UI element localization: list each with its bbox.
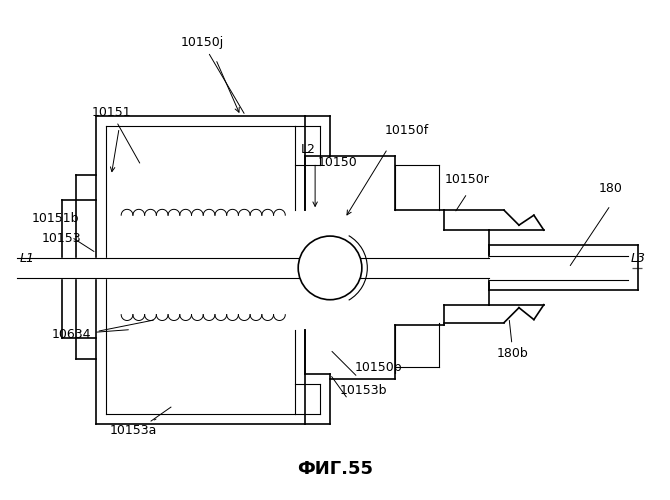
Text: 10153a: 10153a bbox=[109, 419, 157, 437]
Text: L1: L1 bbox=[19, 252, 35, 265]
Text: L2: L2 bbox=[301, 142, 316, 156]
Text: 180: 180 bbox=[598, 182, 622, 196]
Text: L3: L3 bbox=[630, 252, 645, 265]
Text: 10153b: 10153b bbox=[340, 384, 387, 397]
Text: 10634: 10634 bbox=[52, 328, 129, 340]
Circle shape bbox=[298, 236, 362, 300]
Text: 10151b: 10151b bbox=[31, 212, 79, 225]
Text: 10150f: 10150f bbox=[385, 124, 429, 136]
Text: 10150j: 10150j bbox=[181, 36, 244, 114]
Text: 10150p: 10150p bbox=[355, 362, 403, 374]
Text: 10153: 10153 bbox=[42, 232, 81, 245]
Text: 10151: 10151 bbox=[91, 106, 140, 163]
Text: ФИГ.55: ФИГ.55 bbox=[297, 460, 373, 478]
Text: 10150: 10150 bbox=[318, 156, 358, 170]
Text: 10150r: 10150r bbox=[444, 174, 489, 186]
Text: 180b: 180b bbox=[497, 320, 529, 360]
